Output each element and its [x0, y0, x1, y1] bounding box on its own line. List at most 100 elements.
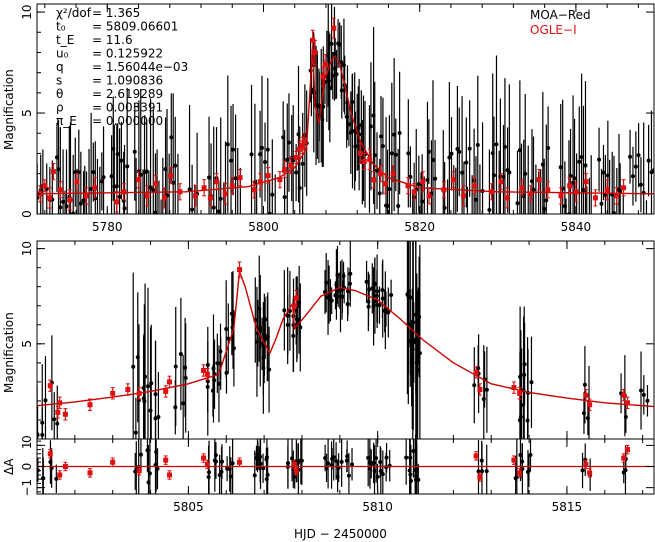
param-symbol: π_E — [56, 114, 77, 128]
top-xtick-label: 5820 — [404, 220, 435, 234]
top-moa-point — [385, 203, 390, 208]
top-ogle-point — [567, 183, 573, 189]
top-ogle-point — [545, 187, 551, 193]
top-moa-point — [491, 173, 496, 178]
top-ogle-point — [300, 142, 306, 148]
top-ogle-point — [528, 191, 534, 197]
res-ogle-point — [583, 461, 589, 467]
res-moa-point — [518, 453, 523, 458]
zoom-moa-point — [525, 418, 530, 423]
res-moa-point — [331, 455, 336, 460]
top-ogle-point — [193, 193, 199, 199]
legend-ogle-i: OGLE−I — [530, 23, 577, 37]
zoom-moa-point — [645, 398, 650, 403]
top-moa-point — [263, 160, 268, 165]
top-moa-point — [37, 195, 40, 200]
top-moa-point — [332, 51, 337, 56]
top-ytick-label: 0 — [20, 210, 34, 218]
res-moa-point — [207, 470, 212, 475]
res-ogle-point — [625, 447, 631, 453]
top-ogle-point — [288, 163, 294, 169]
zoom-moa-point — [216, 381, 221, 386]
zoom-moa-point — [215, 361, 220, 366]
top-moa-point — [387, 187, 392, 192]
res-moa-point — [323, 456, 328, 461]
top-moa-point — [91, 170, 96, 175]
top-moa-point — [615, 224, 619, 228]
top-xtick-label: 5800 — [248, 220, 279, 234]
top-moa-point — [368, 124, 373, 129]
res-moa-point — [213, 453, 218, 458]
zoom-panel-frame — [36, 240, 655, 440]
zoom-ytick-label: 5 — [20, 340, 34, 348]
top-moa-point — [585, 243, 589, 247]
top-moa-point — [144, 169, 149, 174]
res-moa-point — [580, 468, 585, 473]
top-moa-point — [464, 160, 469, 165]
top-moa-point — [630, 174, 635, 179]
top-ogle-point — [405, 183, 411, 189]
res-moa-point — [54, 476, 59, 481]
top-ogle-point — [504, 195, 510, 201]
zoom-moa-point — [329, 298, 334, 303]
top-moa-point — [286, 140, 291, 145]
top-moa-point — [265, 147, 270, 152]
res-moa-point — [387, 463, 392, 468]
top-moa-point — [148, 185, 153, 190]
zoom-ogle-point — [477, 387, 483, 392]
top-moa-point — [211, 205, 216, 210]
top-moa-point — [238, 231, 242, 235]
top-moa-point — [638, 182, 643, 187]
top-moa-point — [447, 155, 452, 160]
top-ogle-point — [322, 62, 328, 68]
zoom-moa-point — [370, 286, 375, 291]
top-ogle-point — [498, 179, 504, 185]
top-moa-point — [173, 163, 178, 168]
res-ytick-label: −1 — [20, 479, 34, 497]
top-moa-point — [581, 187, 586, 192]
top-moa-point — [56, 167, 61, 172]
top-ogle-point — [201, 185, 207, 191]
top-moa-point — [487, 207, 492, 212]
res-moa-point — [514, 475, 519, 480]
top-moa-point — [270, 192, 275, 197]
top-xtick-label: 5780 — [92, 220, 123, 234]
zoom-moa-point — [326, 295, 331, 300]
top-moa-point — [605, 173, 610, 178]
res-ogle-point — [136, 468, 142, 474]
top-ogle-point — [310, 37, 316, 43]
res-moa-point — [484, 469, 489, 474]
top-ogle-point — [57, 187, 63, 193]
res-ogle-point — [204, 461, 210, 467]
res-ogle-point — [477, 474, 483, 480]
res-moa-point — [520, 459, 525, 464]
zoom-moa-point — [366, 299, 371, 304]
param-symbol: ρ — [56, 101, 64, 115]
top-panel-data — [37, 4, 654, 247]
top-moa-point — [222, 232, 226, 236]
zoom-moa-point — [484, 387, 489, 392]
top-ogle-point — [251, 187, 257, 193]
top-moa-point — [379, 134, 384, 139]
top-moa-point — [475, 142, 480, 147]
top-ogle-point — [441, 187, 447, 193]
top-ogle-point — [277, 177, 283, 183]
top-moa-point — [473, 197, 478, 202]
top-ogle-point — [426, 193, 432, 199]
top-moa-point — [531, 187, 536, 192]
top-moa-point — [636, 153, 641, 158]
top-moa-point — [608, 215, 612, 219]
top-moa-point — [628, 154, 633, 159]
top-ogle-point — [114, 199, 120, 205]
zoom-moa-point — [324, 280, 329, 285]
top-moa-point — [64, 204, 69, 209]
top-panel-axes: 0 5 10 5780 5800 5820 5840 — [20, 4, 654, 234]
top-moa-point — [420, 199, 425, 204]
zoom-moa-point — [43, 398, 48, 403]
top-ogle-point — [222, 191, 228, 197]
zoom-ogle-point — [163, 388, 169, 394]
zoom-ogle-point — [204, 371, 210, 377]
zoom-moa-point — [133, 430, 138, 435]
top-ogle-point — [83, 193, 89, 199]
